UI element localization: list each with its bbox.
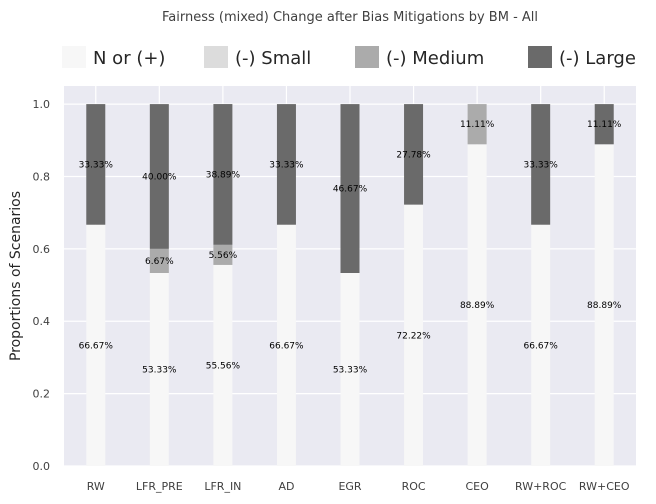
- data-label: 72.22%: [396, 331, 431, 341]
- y-tick-label: 1.0: [33, 98, 51, 111]
- bar-segment-large: [86, 104, 106, 225]
- y-tick-label: 0.2: [33, 388, 51, 401]
- bar-segment-large: [594, 104, 614, 145]
- bar-segment-n-or: [213, 264, 233, 466]
- legend-swatch: [204, 46, 228, 68]
- x-tick-label: RW+CEO: [579, 480, 630, 493]
- x-tick-label: CEO: [465, 480, 489, 493]
- bar-segment-n-or: [276, 224, 296, 466]
- data-labels: 66.67% 33.33% 53.33% 6.67% 40.00% 55.56% 5.56%…: [79, 120, 622, 375]
- data-label: 66.67%: [524, 341, 559, 351]
- data-label: 40.00%: [142, 172, 177, 182]
- y-tick-label: 0.6: [33, 243, 51, 256]
- data-label: 11.11%: [460, 120, 495, 130]
- bar-segment-large: [149, 104, 169, 249]
- legend-label: (-) Small: [235, 48, 311, 69]
- legend-label: N or (+): [93, 48, 165, 69]
- data-label: 66.67%: [269, 341, 304, 351]
- y-tick-label: 0.4: [33, 315, 51, 328]
- y-tick-label: 0.8: [33, 170, 51, 183]
- y-axis-label: Proportions of Scenarios: [8, 191, 24, 361]
- data-label: 55.56%: [206, 361, 241, 371]
- bar-segment-n-or: [531, 224, 551, 466]
- bar-segment-large: [404, 104, 424, 205]
- data-label: 6.67%: [145, 257, 174, 267]
- bar-segment-n-or: [340, 272, 360, 466]
- legend-swatch: [355, 46, 379, 68]
- bars: [86, 104, 614, 466]
- x-tick-label: EGR: [338, 480, 361, 493]
- legend-label: (-) Large: [559, 48, 636, 69]
- x-tick-label: ROC: [402, 480, 426, 493]
- x-tick-label: RW: [87, 480, 105, 493]
- bar-segment-n-or: [404, 204, 424, 466]
- legend-swatch: [62, 46, 86, 68]
- bar-segment-medium: [467, 104, 487, 145]
- data-label: 38.89%: [206, 170, 241, 180]
- data-label: 88.89%: [460, 301, 495, 311]
- y-tick-label: 0.0: [33, 460, 51, 473]
- bar-segment-large: [340, 104, 360, 273]
- chart-title: Fairness (mixed) Change after Bias Mitig…: [162, 10, 538, 25]
- legend: N or (+) (-) Small (-) Medium (-) Large: [62, 46, 636, 69]
- data-label: 33.33%: [79, 160, 114, 170]
- data-label: 53.33%: [333, 365, 368, 375]
- data-label: 33.33%: [524, 160, 559, 170]
- data-label: 5.56%: [209, 251, 238, 261]
- x-tick-label: AD: [278, 480, 294, 493]
- bar-segment-medium: [149, 248, 169, 273]
- data-label: 88.89%: [587, 301, 622, 311]
- data-label: 46.67%: [333, 185, 368, 195]
- legend-label: (-) Medium: [386, 48, 484, 69]
- bar-segment-n-or: [86, 224, 106, 466]
- bar-segment-n-or: [467, 144, 487, 466]
- bar-segment-large: [276, 104, 296, 225]
- x-tick-label: RW+ROC: [515, 480, 567, 493]
- data-label: 11.11%: [587, 120, 622, 130]
- data-label: 33.33%: [269, 160, 304, 170]
- data-label: 27.78%: [396, 150, 431, 160]
- data-label: 53.33%: [142, 365, 177, 375]
- bar-segment-large: [531, 104, 551, 225]
- bar-segment-n-or: [594, 144, 614, 466]
- legend-swatch: [528, 46, 552, 68]
- x-tick-label: LFR_IN: [204, 480, 241, 493]
- bar-segment-large: [213, 104, 233, 245]
- bar-segment-n-or: [149, 272, 169, 466]
- x-tick-label: LFR_PRE: [136, 480, 183, 493]
- data-label: 66.67%: [79, 341, 114, 351]
- axis-ticks: 0.0 0.2 0.4 0.6 0.8 1.0 RW LFR_PRE LFR_IN AD EGR RO…: [33, 98, 630, 493]
- bar-segment-medium: [213, 244, 233, 265]
